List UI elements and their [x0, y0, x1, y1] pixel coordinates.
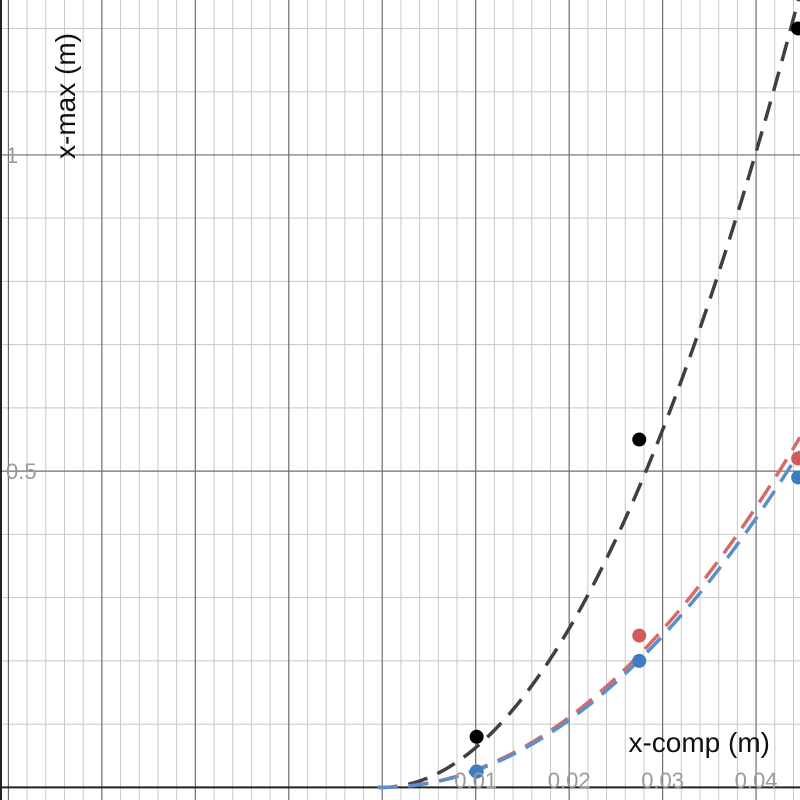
data-point: [469, 729, 484, 744]
tick-labels: 0.01 0.02 0.03 0.04 0.5 1: [6, 143, 777, 793]
data-point: [632, 653, 647, 668]
x-tick-label: 0.04: [735, 768, 778, 793]
x-tick-label: 0.02: [548, 768, 591, 793]
data-points: [469, 21, 800, 779]
x-tick-label: 0.03: [641, 768, 684, 793]
y-tick-label: 0.5: [6, 459, 37, 484]
data-point: [469, 764, 484, 779]
data-point: [632, 432, 647, 447]
fit-curve: [377, 450, 800, 790]
y-axis-title: x-max (m): [50, 33, 81, 159]
y-tick-label: 1: [6, 143, 18, 168]
data-point: [791, 470, 800, 485]
x-tick-label: 0.01: [454, 768, 497, 793]
data-point: [632, 628, 647, 643]
data-point: [791, 451, 800, 466]
fit-curves: [377, 0, 800, 790]
fit-curve: [377, 0, 800, 790]
data-point: [791, 21, 800, 36]
x-axis-title: x-comp (m): [628, 727, 770, 758]
